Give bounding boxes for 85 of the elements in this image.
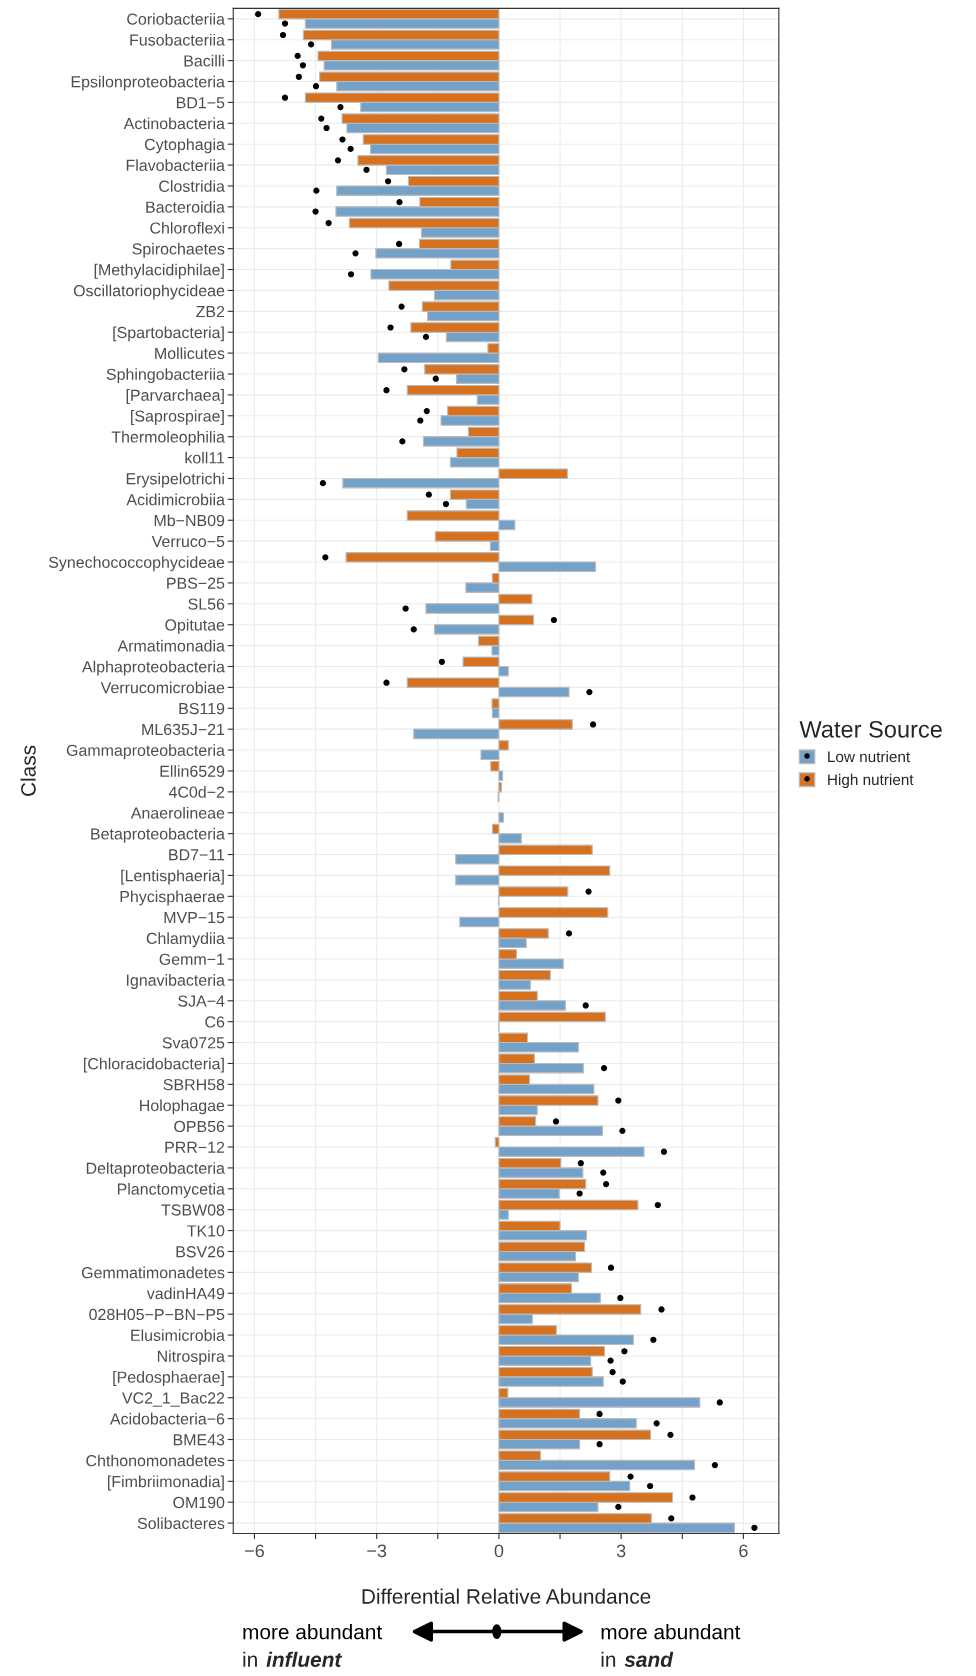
y-tick-label: Acidobacteria−6 [109,1412,225,1425]
y-tick-label: OM190 [173,1496,225,1509]
x-axis-title: Differential Relative Abundance [362,1588,651,1604]
y-tick-label: BD7−11 [169,849,225,861]
y-tick-label: Opitutae [165,618,225,634]
y-tick-label: Thermoleophilia [111,430,225,446]
y-tick-label: Ellin6529 [160,765,225,777]
y-tick-label: [Methylacidiphilae] [94,263,224,279]
y-tick-label: TK10 [187,1225,225,1237]
y-tick-label: Gemmatimonadetes [81,1266,225,1279]
y-tick-label: Elusimicrobia [131,1329,225,1342]
y-tick-label: [Lentisphaeria] [121,869,224,885]
y-tick-label: Verruco−5 [151,535,225,548]
y-tick-label: [Parvarchaea] [126,389,224,404]
y-tick-label: Actinobacteria [123,117,225,130]
y-tick-label: Chloroflexi [150,221,224,234]
y-tick-label: Acidimicrobiia [126,493,225,506]
y-tick-label: Anaerolineae [130,806,225,819]
legend-label: High nutrient [828,773,914,789]
legend-title: Water Source [799,720,942,738]
y-tick-label: Cytophagia [144,138,225,154]
y-tick-label: Phycisphaerae [120,890,225,906]
y-tick-label: OPB56 [174,1120,225,1133]
y-tick-label: vadinHA49 [146,1287,225,1300]
y-tick-label: MVP−15 [164,912,225,924]
y-tick-label: Flavobacteriia [126,159,225,172]
y-tick-label: Bacteroidia [146,201,225,213]
y-tick-label: [Saprospirae] [131,410,224,425]
y-tick-label: Chlamydiia [146,932,225,948]
y-tick-label: Mb−NB09 [154,514,225,527]
y-tick-label: Nitrospira [157,1350,225,1366]
text: more abundant in influent [243,1624,383,1667]
y-tick-label: Synechococcophycideae [48,556,225,572]
y-tick-label: Gammaproteobacteria [66,744,225,760]
y-tick-label: Sphingobacteriia [106,368,225,384]
x-tick-label: 6 [739,1544,748,1558]
y-tick-label: Mollicutes [155,347,225,360]
y-tick-label: BS119 [179,702,225,715]
y-tick-label: Betaproteobacteria [91,827,225,843]
x-tick-label: 0 [494,1544,504,1558]
y-tick-label: Ignavibacteria [126,974,225,989]
y-tick-label: Chthonomonadetes [86,1454,225,1467]
y-tick-label: [Spartobacteria] [113,326,224,342]
x-tick-label: −6 [245,1544,264,1558]
y-tick-label: TSBW08 [161,1204,225,1216]
y-tick-label: Clostridia [159,180,225,192]
x-tick-label: −3 [367,1544,387,1558]
y-tick-label: Planctomycetia [117,1183,225,1198]
y-tick-label: PRR−12 [165,1141,225,1153]
y-tick-label: Coriobacteriia [127,13,225,25]
y-tick-label: BME43 [173,1434,225,1446]
y-tick-label: Bacilli [184,54,224,67]
y-tick-label: Gemm−1 [159,953,225,965]
y-tick-label: Erysipelotrichi [126,472,224,488]
y-tick-label: 028H05−P−BN−P5 [89,1308,225,1321]
y-tick-label: [Fimbriimonadia] [108,1475,224,1491]
y-tick-label: Armatimonadia [117,639,225,652]
y-tick-label: Verrucomicrobiae [100,681,225,694]
y-tick-label: [Pedosphaerae] [113,1371,224,1386]
y-tick-label: Oscillatoriophycideae [73,284,225,300]
y-tick-label: koll11 [185,451,225,464]
y-tick-label: Alphaproteobacteria [82,660,225,676]
y-tick-label: [Chloracidobacteria] [84,1057,224,1073]
legend-label: Low nutrient [828,750,911,763]
y-tick-label: BSV26 [176,1246,225,1258]
y-tick-label: Deltaproteobacteria [86,1162,225,1178]
y-tick-label: PBS−25 [167,577,225,589]
y-tick-label: SBRH58 [163,1078,225,1091]
y-tick-label: Solibacteres [137,1517,225,1530]
y-tick-label: Fusobacteriia [130,33,225,46]
y-tick-label: 4C0d−2 [168,786,225,798]
y-tick-label: ZB2 [196,305,225,318]
y-axis-title: Class [20,745,36,796]
y-tick-label: Sva0725 [162,1037,225,1049]
y-tick-label: C6 [205,1016,225,1028]
y-tick-label: VC2_1_Bac22 [122,1392,225,1407]
y-tick-label: Spirochaetes [132,242,225,258]
y-tick-label: ML635J−21 [142,723,225,736]
y-tick-label: SL56 [188,598,225,610]
y-tick-label: Epsilonproteobacteria [71,75,225,91]
y-tick-label: BD1−5 [176,97,225,109]
y-tick-label: SJA−4 [178,995,225,1007]
y-tick-label: Holophagae [140,1099,225,1115]
text: more abundant in sand [601,1624,741,1667]
x-tick-label: 3 [616,1544,626,1558]
